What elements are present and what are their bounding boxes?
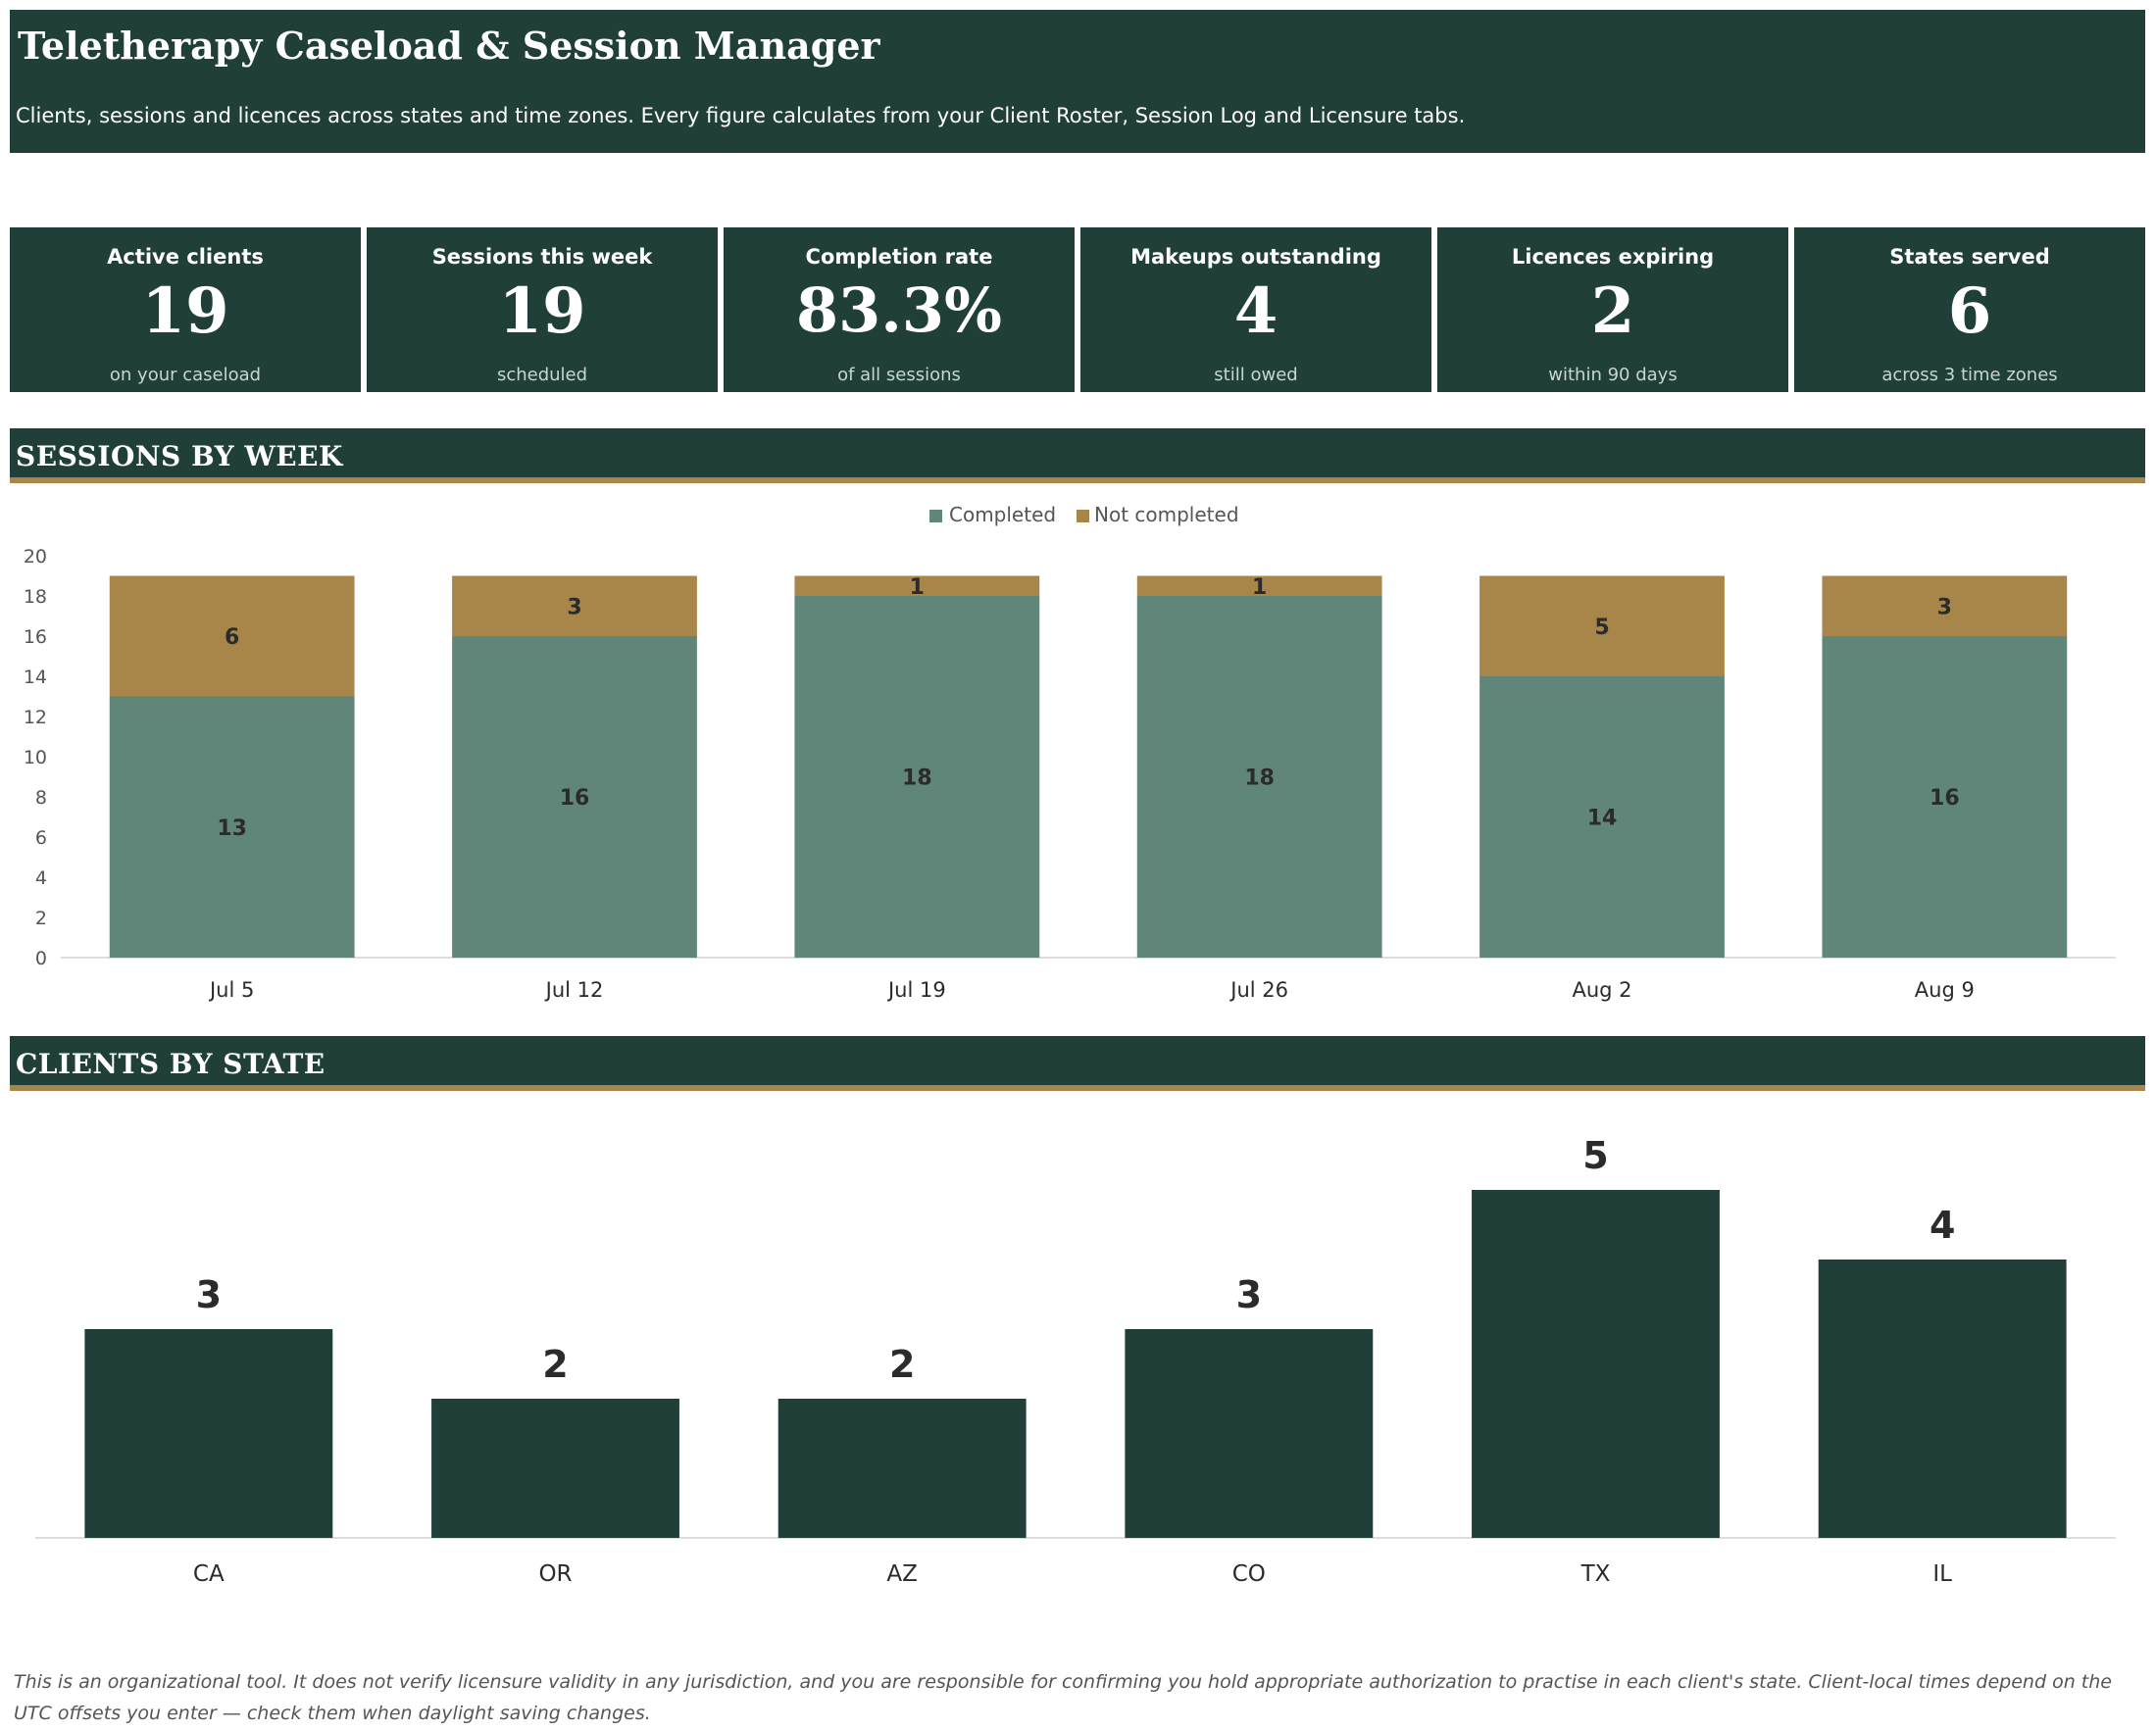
bar-state bbox=[1125, 1329, 1374, 1538]
data-label-state: 4 bbox=[1930, 1204, 1955, 1247]
section-header-sessions-by-week: SESSIONS BY WEEK bbox=[10, 428, 2145, 483]
bar-not-completed bbox=[109, 575, 355, 697]
section-title: SESSIONS BY WEEK bbox=[16, 440, 343, 472]
bar-completed bbox=[794, 596, 1040, 958]
kpi-value: 19 bbox=[498, 274, 586, 348]
legend-label-not-completed: Not completed bbox=[1094, 503, 1239, 526]
x-tick-label: Jul 26 bbox=[1228, 978, 1288, 1002]
data-label-state: 3 bbox=[1236, 1273, 1262, 1316]
kpi-note: scheduled bbox=[496, 365, 588, 385]
kpi-card-sessions-this-week: Sessions this week 19 scheduled bbox=[367, 227, 718, 392]
kpi-note: within 90 days bbox=[1548, 365, 1678, 385]
section-title: CLIENTS BY STATE bbox=[16, 1048, 326, 1080]
data-label-not-completed: 6 bbox=[225, 625, 239, 650]
kpi-row: Active clients 19 on your caseload Sessi… bbox=[10, 227, 2145, 392]
y-tick-label: 2 bbox=[35, 908, 47, 929]
bar-state bbox=[431, 1399, 679, 1538]
x-tick-label: Aug 2 bbox=[1572, 978, 1631, 1002]
legend-swatch-completed bbox=[929, 510, 942, 522]
bar-completed bbox=[1479, 676, 1725, 958]
y-tick-label: 16 bbox=[24, 626, 47, 648]
data-label-not-completed: 5 bbox=[1594, 616, 1609, 640]
x-tick-label: AZ bbox=[886, 1561, 918, 1587]
legend-label-completed: Completed bbox=[949, 503, 1056, 526]
data-label-state: 2 bbox=[889, 1343, 915, 1386]
data-label-completed: 16 bbox=[560, 786, 590, 811]
kpi-label: Makeups outstanding bbox=[1130, 245, 1381, 269]
page-title: Teletherapy Caseload & Session Manager bbox=[18, 24, 880, 68]
section-header-clients-by-state: CLIENTS BY STATE bbox=[10, 1036, 2145, 1091]
legend-swatch-not-completed bbox=[1077, 510, 1089, 522]
bar-completed bbox=[452, 636, 697, 958]
kpi-card-completion-rate: Completion rate 83.3% of all sessions bbox=[724, 227, 1075, 392]
kpi-value: 6 bbox=[1947, 274, 1992, 348]
kpi-label: Completion rate bbox=[805, 245, 993, 269]
bar-completed bbox=[1136, 596, 1382, 958]
y-tick-label: 20 bbox=[24, 546, 47, 568]
disclaimer-note: This is an organizational tool. It does … bbox=[14, 1671, 2112, 1724]
kpi-card-states-served: States served 6 across 3 time zones bbox=[1794, 227, 2145, 392]
y-tick-label: 18 bbox=[24, 586, 47, 608]
kpi-note: on your caseload bbox=[109, 365, 262, 385]
x-tick-label: CA bbox=[193, 1561, 225, 1587]
x-tick-label: TX bbox=[1580, 1561, 1611, 1587]
x-tick-label: Jul 5 bbox=[208, 978, 254, 1002]
x-tick-label: Jul 19 bbox=[886, 978, 946, 1002]
x-tick-label: CO bbox=[1232, 1561, 1266, 1587]
chart-legend: Completed Not completed bbox=[929, 503, 1239, 526]
kpi-value: 4 bbox=[1233, 274, 1279, 348]
clients-by-state-chart: 3 CA 2 OR 2 AZ 3 CO 5 TX 4 IL bbox=[35, 1134, 2116, 1587]
bar-not-completed bbox=[1822, 575, 2068, 636]
kpi-note: across 3 time zones bbox=[1881, 365, 2058, 385]
bar-state bbox=[1472, 1190, 1720, 1538]
kpi-label: Sessions this week bbox=[431, 245, 653, 269]
y-tick-label: 4 bbox=[35, 867, 47, 889]
kpi-label: States served bbox=[1889, 245, 2050, 269]
x-tick-label: Jul 12 bbox=[544, 978, 604, 1002]
data-label-state: 5 bbox=[1582, 1134, 1608, 1177]
bar-not-completed bbox=[1479, 575, 1725, 676]
bar-not-completed bbox=[1136, 575, 1382, 596]
kpi-card-active-clients: Active clients 19 on your caseload bbox=[10, 227, 361, 392]
y-tick-label: 6 bbox=[35, 827, 47, 849]
y-tick-label: 14 bbox=[24, 667, 47, 688]
kpi-label: Active clients bbox=[107, 245, 264, 269]
kpi-value: 2 bbox=[1590, 274, 1635, 348]
bar-not-completed bbox=[452, 575, 697, 636]
data-label-completed: 18 bbox=[1244, 766, 1275, 791]
kpi-value: 19 bbox=[141, 274, 229, 348]
data-label-completed: 13 bbox=[217, 816, 247, 841]
y-tick-label: 0 bbox=[35, 948, 47, 969]
data-label-completed: 18 bbox=[902, 766, 932, 791]
bar-not-completed bbox=[794, 575, 1040, 596]
bar-completed bbox=[1822, 636, 2068, 958]
kpi-note: of all sessions bbox=[837, 365, 961, 385]
kpi-label: Licences expiring bbox=[1511, 245, 1715, 269]
kpi-note: still owed bbox=[1214, 365, 1298, 385]
kpi-card-makeups-outstanding: Makeups outstanding 4 still owed bbox=[1080, 227, 1431, 392]
bar-state bbox=[777, 1399, 1027, 1538]
data-label-state: 2 bbox=[542, 1343, 568, 1386]
data-label-not-completed: 3 bbox=[1937, 595, 1952, 619]
sessions-by-week-chart: Completed Not completed024681012141618201… bbox=[24, 503, 2116, 1002]
y-tick-label: 10 bbox=[24, 747, 47, 768]
kpi-card-licences-expiring: Licences expiring 2 within 90 days bbox=[1437, 227, 1788, 392]
page-subtitle: Clients, sessions and licences across st… bbox=[16, 104, 1466, 127]
x-tick-label: OR bbox=[538, 1561, 572, 1587]
x-tick-label: IL bbox=[1932, 1561, 1952, 1587]
data-label-completed: 16 bbox=[1930, 786, 1960, 811]
kpi-value: 83.3% bbox=[796, 274, 1002, 346]
data-label-completed: 14 bbox=[1587, 807, 1618, 831]
bar-completed bbox=[109, 696, 355, 958]
header-banner: Teletherapy Caseload & Session Manager C… bbox=[10, 10, 2145, 153]
y-tick-label: 12 bbox=[24, 707, 47, 728]
bar-state bbox=[1818, 1260, 2067, 1538]
data-label-state: 3 bbox=[196, 1273, 222, 1316]
bar-state bbox=[84, 1329, 333, 1538]
data-label-not-completed: 1 bbox=[910, 575, 925, 600]
x-tick-label: Aug 9 bbox=[1915, 978, 1975, 1002]
data-label-not-completed: 1 bbox=[1252, 575, 1267, 600]
data-label-not-completed: 3 bbox=[567, 595, 581, 619]
y-tick-label: 8 bbox=[35, 787, 47, 809]
